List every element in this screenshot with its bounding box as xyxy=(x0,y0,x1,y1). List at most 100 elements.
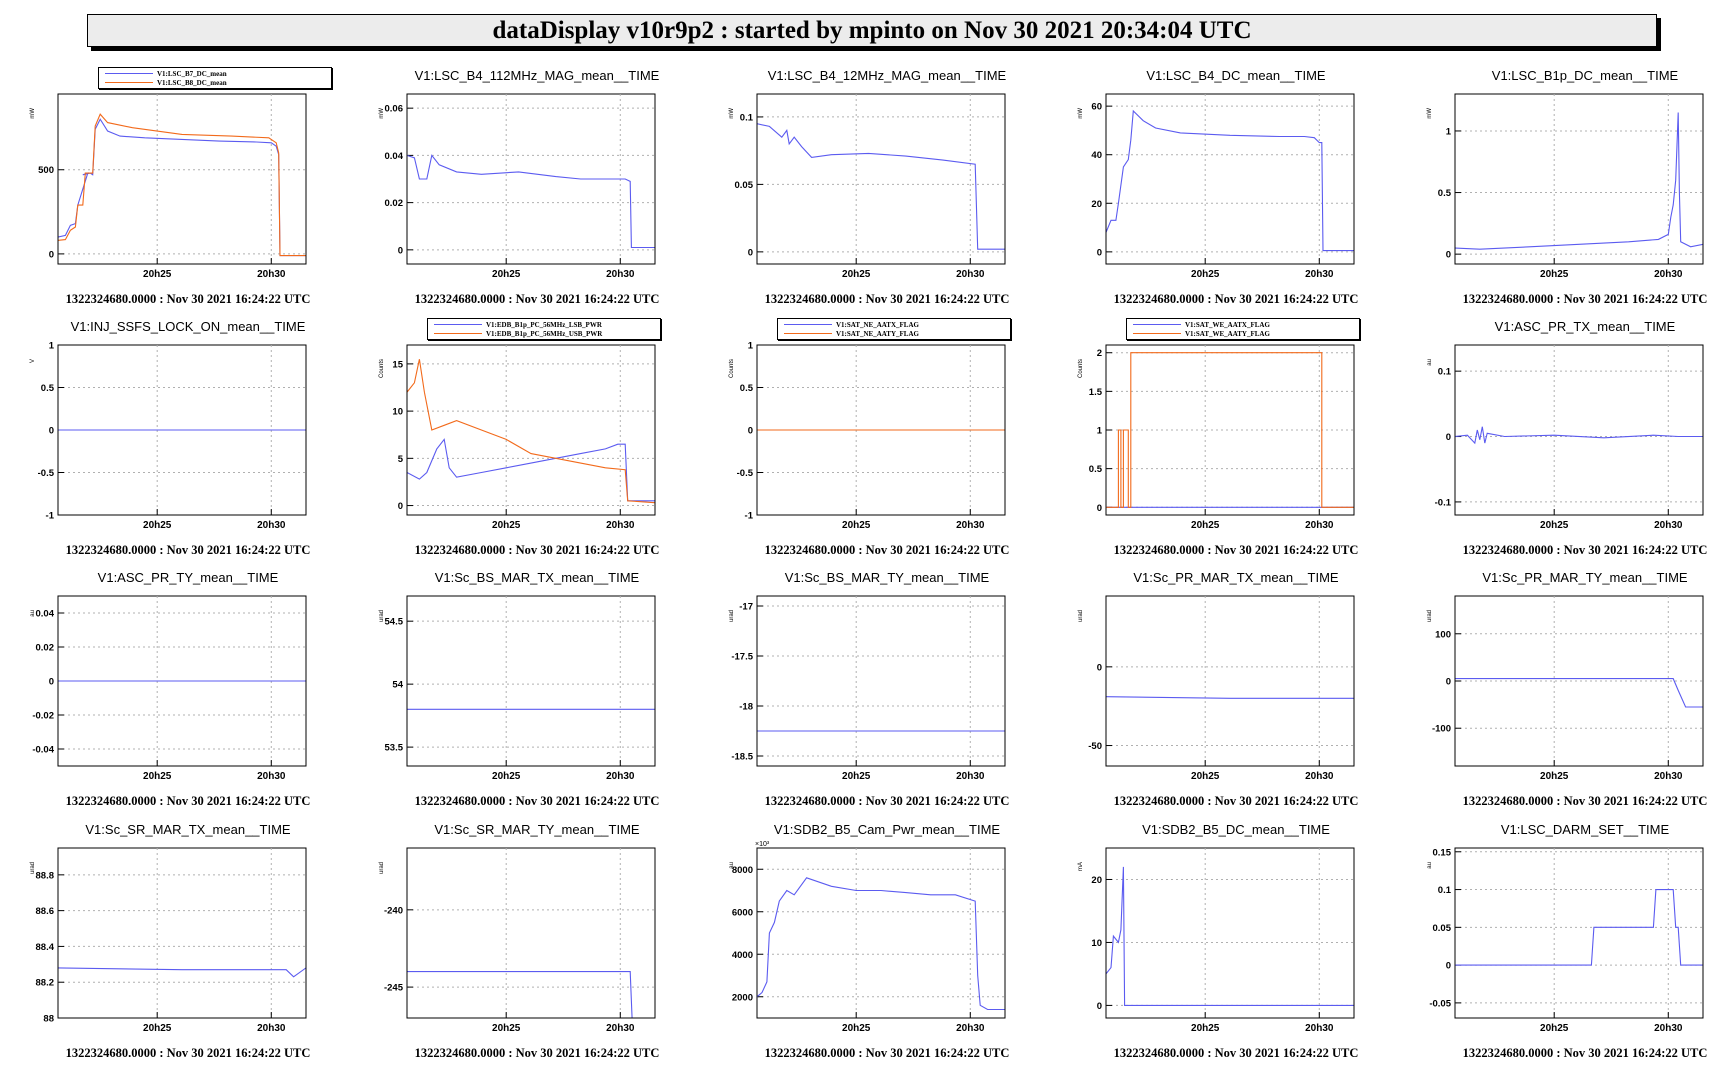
x-tick-label: 20h25 xyxy=(143,771,172,782)
legend-label: V1:SAT_NE_AATX_FLAG xyxy=(836,320,919,329)
y-tick-label: 8000 xyxy=(732,865,753,876)
x-tick-label: 20h30 xyxy=(1654,771,1683,782)
series-line xyxy=(407,359,655,504)
chart-title: V1:LSC_B4_DC_mean__TIME xyxy=(1146,68,1326,83)
y-tick-label: 100 xyxy=(1435,629,1451,640)
chart-footer: 1322324680.0000 : Nov 30 2021 16:24:22 U… xyxy=(1462,794,1708,808)
chart-footer: 1322324680.0000 : Nov 30 2021 16:24:22 U… xyxy=(65,794,311,808)
y-unit-label: urad xyxy=(379,610,385,622)
y-tick-label: 0.1 xyxy=(740,112,754,123)
chart-title: V1:ASC_PR_TX_mean__TIME xyxy=(1494,319,1676,334)
y-tick-label: 54 xyxy=(392,680,403,691)
chart-title: V1:LSC_B1p_DC_mean__TIME xyxy=(1491,68,1679,83)
y-tick-label: 0.02 xyxy=(385,198,404,209)
window-title: dataDisplay v10r9p2 : started by mpinto … xyxy=(492,16,1252,44)
chart-footer: 1322324680.0000 : Nov 30 2021 16:24:22 U… xyxy=(65,543,311,557)
chart-footer: 1322324680.0000 : Nov 30 2021 16:24:22 U… xyxy=(1462,1046,1708,1060)
chart-svg: 20h25 20h30 -1 -0.5 0 0.5 1 Counts xyxy=(729,341,1006,531)
banner: dataDisplay v10r9p2 : started by mpinto … xyxy=(87,14,1657,47)
x-tick-label: 20h30 xyxy=(956,1023,985,1034)
series-line xyxy=(1106,696,1354,699)
chart-footer: 1322324680.0000 : Nov 30 2021 16:24:22 U… xyxy=(1113,543,1359,557)
chart-svg: 20h25 20h30 0 20 40 60 mW xyxy=(1078,93,1355,280)
legend-swatch xyxy=(1133,324,1181,325)
x-tick-label: 20h25 xyxy=(1540,269,1569,280)
plot-frame xyxy=(756,595,1006,767)
x-tick-label: 20h25 xyxy=(1191,520,1220,531)
y-unit-label: au xyxy=(729,862,735,869)
chart-title: V1:Sc_BS_MAR_TX_mean__TIME xyxy=(434,570,640,585)
y-tick-label: 0.5 xyxy=(740,383,754,394)
y-tick-label: 0.06 xyxy=(385,104,404,115)
y-unit-label: au xyxy=(1427,359,1433,366)
series-line xyxy=(407,971,633,1018)
y-unit-label: urad xyxy=(379,862,385,874)
legend: V1:SAT_WE_AATX_FLAG V1:SAT_WE_AATY_FLAG xyxy=(1126,318,1360,340)
legend-entry: V1:EDB_B1p_PC_56MHz_USB_PWR xyxy=(434,329,602,338)
y-unit-label: mW xyxy=(729,108,735,119)
chart-panel: 20h25 20h30 53.5 54 54.5 urad V1:Sc_BS_MAR_TX_… xyxy=(377,564,707,814)
x-tick-label: 20h30 xyxy=(1654,520,1683,531)
y-tick-label: 0 xyxy=(748,426,753,437)
y-unit-label: Counts xyxy=(1078,359,1084,378)
y-tick-label: 0.5 xyxy=(1089,464,1103,475)
y-unit-label: au xyxy=(30,610,36,617)
x-tick-label: 20h30 xyxy=(606,520,635,531)
chart-svg: 20h25 20h30 0 500 mW xyxy=(30,93,307,280)
x-tick-label: 20h30 xyxy=(1305,771,1334,782)
series-line xyxy=(1455,426,1703,445)
chart-footer: 1322324680.0000 : Nov 30 2021 16:24:22 U… xyxy=(1113,1046,1359,1060)
y-tick-label: 10 xyxy=(392,407,403,418)
plot-frame xyxy=(1105,847,1355,1019)
legend-swatch xyxy=(105,73,153,74)
y-tick-label: 0 xyxy=(49,426,54,437)
y-tick-label: 88.8 xyxy=(36,870,55,881)
y-tick-label: 0 xyxy=(1097,247,1102,258)
y-tick-label: 0 xyxy=(49,677,54,688)
y-tick-label: 0.5 xyxy=(1438,188,1452,199)
y-tick-label: -245 xyxy=(384,983,404,994)
plot-frame xyxy=(1454,344,1704,516)
plot-frame xyxy=(756,847,1006,1019)
chart-title: V1:LSC_DARM_SET__TIME xyxy=(1500,822,1670,837)
chart-title: V1:LSC_B4_12MHz_MAG_mean__TIME xyxy=(767,68,1007,83)
y-tick-label: -17.5 xyxy=(731,652,753,663)
y-tick-label: 88.2 xyxy=(36,978,55,989)
plot-frame xyxy=(406,847,656,1019)
x-tick-label: 20h25 xyxy=(492,520,521,531)
y-tick-label: 0.05 xyxy=(1433,923,1452,934)
chart-footer: 1322324680.0000 : Nov 30 2021 16:24:22 U… xyxy=(414,543,660,557)
y-tick-label: 0.15 xyxy=(1433,847,1452,858)
plot-frame xyxy=(57,93,307,265)
plot-frame xyxy=(406,344,656,516)
y-tick-label: 2 xyxy=(1097,348,1102,359)
y-tick-label: -18 xyxy=(739,702,753,713)
y-tick-label: -50 xyxy=(1088,741,1102,752)
y-unit-label: mW xyxy=(379,108,385,119)
y-unit-label: mW xyxy=(1427,108,1433,119)
x-tick-label: 20h25 xyxy=(842,771,871,782)
chart-panel: 20h25 20h30 2000 4000 6000 8000 au ×10³ V1:SDB2_… xyxy=(727,816,1057,1066)
y-tick-label: 60 xyxy=(1091,102,1102,113)
chart-svg: 20h25 20h30 0 0.05 0.1 mW xyxy=(729,93,1006,280)
y-tick-label: 1 xyxy=(748,341,754,352)
chart-title: V1:ASC_PR_TY_mean__TIME xyxy=(97,570,279,585)
y-tick-label: 0 xyxy=(398,501,403,512)
chart-panel: 20h25 20h30 -0.05 0 0.05 0.1 0.15 au V1:LSC_DARM… xyxy=(1425,816,1724,1066)
legend-label: V1:LSC_B8_DC_mean xyxy=(157,78,227,87)
chart-svg: 20h25 20h30 0 0.5 1 mW xyxy=(1427,93,1704,280)
chart-footer: 1322324680.0000 : Nov 30 2021 16:24:22 U… xyxy=(65,292,311,306)
legend: V1:SAT_NE_AATX_FLAG V1:SAT_NE_AATY_FLAG xyxy=(777,318,1011,340)
chart-footer: 1322324680.0000 : Nov 30 2021 16:24:22 U… xyxy=(764,543,1010,557)
x-tick-label: 20h25 xyxy=(1191,1023,1220,1034)
y-tick-label: 88.6 xyxy=(36,906,55,917)
legend-entry: V1:LSC_B7_DC_mean xyxy=(105,69,227,78)
y-tick-label: 0 xyxy=(1097,1001,1102,1012)
chart-footer: 1322324680.0000 : Nov 30 2021 16:24:22 U… xyxy=(414,292,660,306)
